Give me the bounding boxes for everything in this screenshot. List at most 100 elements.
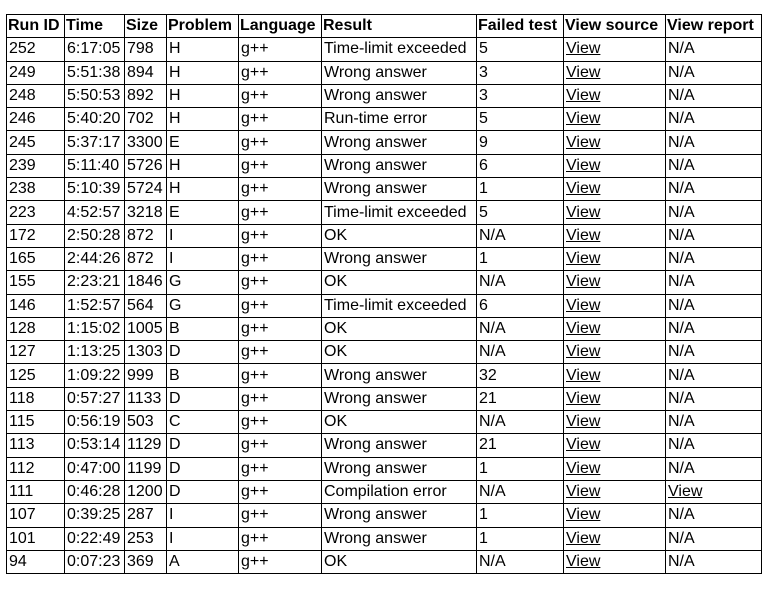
cell-problem: D: [166, 386, 239, 412]
cell-view-source: View: [563, 549, 666, 575]
cell-run-id: 115: [6, 410, 65, 435]
view-source-link[interactable]: View: [566, 180, 601, 198]
cell-language: g++: [238, 83, 322, 109]
cell-problem: D: [166, 433, 239, 458]
cell-language: g++: [238, 107, 322, 132]
view-report-link[interactable]: View: [668, 483, 703, 501]
view-source-link[interactable]: View: [566, 413, 601, 431]
cell-run-id: 238: [6, 177, 65, 202]
cell-view-source: View: [563, 363, 666, 388]
view-source-link[interactable]: View: [566, 40, 601, 58]
cell-result: Wrong answer: [321, 153, 477, 179]
cell-result: Run-time error: [321, 107, 477, 132]
cell-failed-test: 6: [476, 293, 564, 318]
cell-size: 798: [124, 37, 167, 62]
cell-failed-test: N/A: [476, 270, 564, 295]
cell-run-id: 107: [6, 503, 65, 528]
cell-run-id: 165: [6, 246, 65, 272]
cell-view-source: View: [563, 223, 666, 248]
cell-size: 999: [124, 363, 167, 388]
cell-result: Time-limit exceeded: [321, 200, 477, 225]
view-source-link[interactable]: View: [566, 343, 601, 361]
cell-run-id: 155: [6, 270, 65, 295]
cell-size: 872: [124, 246, 167, 272]
cell-result: Wrong answer: [321, 130, 477, 155]
cell-time: 1:15:02: [64, 316, 125, 342]
cell-language: g++: [238, 526, 322, 551]
view-source-link[interactable]: View: [566, 133, 601, 151]
cell-view-source: View: [563, 60, 666, 85]
view-source-link[interactable]: View: [566, 436, 601, 454]
view-source-link[interactable]: View: [566, 203, 601, 221]
cell-view-report: N/A: [665, 270, 762, 295]
cell-time: 0:56:19: [64, 410, 125, 435]
cell-problem: E: [166, 200, 239, 225]
cell-language: g++: [238, 37, 322, 62]
view-source-link[interactable]: View: [566, 483, 601, 501]
cell-view-report: N/A: [665, 410, 762, 435]
cell-size: 702: [124, 107, 167, 132]
cell-result: OK: [321, 316, 477, 342]
view-source-link[interactable]: View: [566, 156, 601, 174]
view-source-link[interactable]: View: [566, 87, 601, 105]
cell-problem: D: [166, 456, 239, 481]
cell-failed-test: 1: [476, 246, 564, 272]
cell-failed-test: N/A: [476, 549, 564, 575]
cell-size: 1200: [124, 479, 167, 505]
cell-result: OK: [321, 223, 477, 248]
cell-language: g++: [238, 363, 322, 388]
cell-result: Wrong answer: [321, 177, 477, 202]
cell-result: Wrong answer: [321, 503, 477, 528]
cell-failed-test: 1: [476, 503, 564, 528]
column-header-size: Size: [124, 13, 167, 39]
cell-size: 503: [124, 410, 167, 435]
view-source-link[interactable]: View: [566, 320, 601, 337]
view-source-link[interactable]: View: [566, 389, 601, 407]
cell-language: g++: [238, 130, 322, 155]
view-source-link[interactable]: View: [566, 110, 601, 128]
cell-language: g++: [238, 60, 322, 85]
cell-time: 1:13:25: [64, 340, 125, 365]
cell-result: Compilation error: [321, 479, 477, 505]
cell-language: g++: [238, 386, 322, 412]
cell-view-report: N/A: [665, 37, 762, 62]
view-source-link[interactable]: View: [566, 250, 601, 268]
cell-time: 0:57:27: [64, 386, 125, 412]
cell-failed-test: N/A: [476, 479, 564, 505]
cell-language: g++: [238, 340, 322, 365]
view-source-link[interactable]: View: [566, 552, 601, 570]
view-source-link[interactable]: View: [566, 226, 601, 244]
view-source-link[interactable]: View: [566, 296, 601, 314]
cell-time: 0:39:25: [64, 503, 125, 528]
cell-view-report: N/A: [665, 456, 762, 481]
cell-run-id: 245: [6, 130, 65, 155]
cell-run-id: 246: [6, 107, 65, 132]
cell-view-report: N/A: [665, 153, 762, 179]
cell-view-source: View: [563, 270, 666, 295]
view-source-link[interactable]: View: [566, 459, 601, 477]
column-header-problem: Problem: [166, 13, 239, 39]
cell-view-source: View: [563, 503, 666, 528]
cell-time: 2:50:28: [64, 223, 125, 248]
view-source-link[interactable]: View: [566, 506, 601, 524]
cell-view-source: View: [563, 153, 666, 179]
cell-failed-test: 1: [476, 456, 564, 481]
cell-failed-test: N/A: [476, 316, 564, 342]
view-source-link[interactable]: View: [566, 63, 601, 81]
cell-language: g++: [238, 410, 322, 435]
cell-time: 5:51:38: [64, 60, 125, 85]
view-source-link[interactable]: View: [566, 273, 601, 291]
view-source-link[interactable]: View: [566, 529, 601, 547]
view-source-link[interactable]: View: [566, 366, 601, 384]
cell-view-report: N/A: [665, 246, 762, 272]
cell-failed-test: 9: [476, 130, 564, 155]
cell-language: g++: [238, 503, 322, 528]
cell-run-id: 248: [6, 83, 65, 109]
